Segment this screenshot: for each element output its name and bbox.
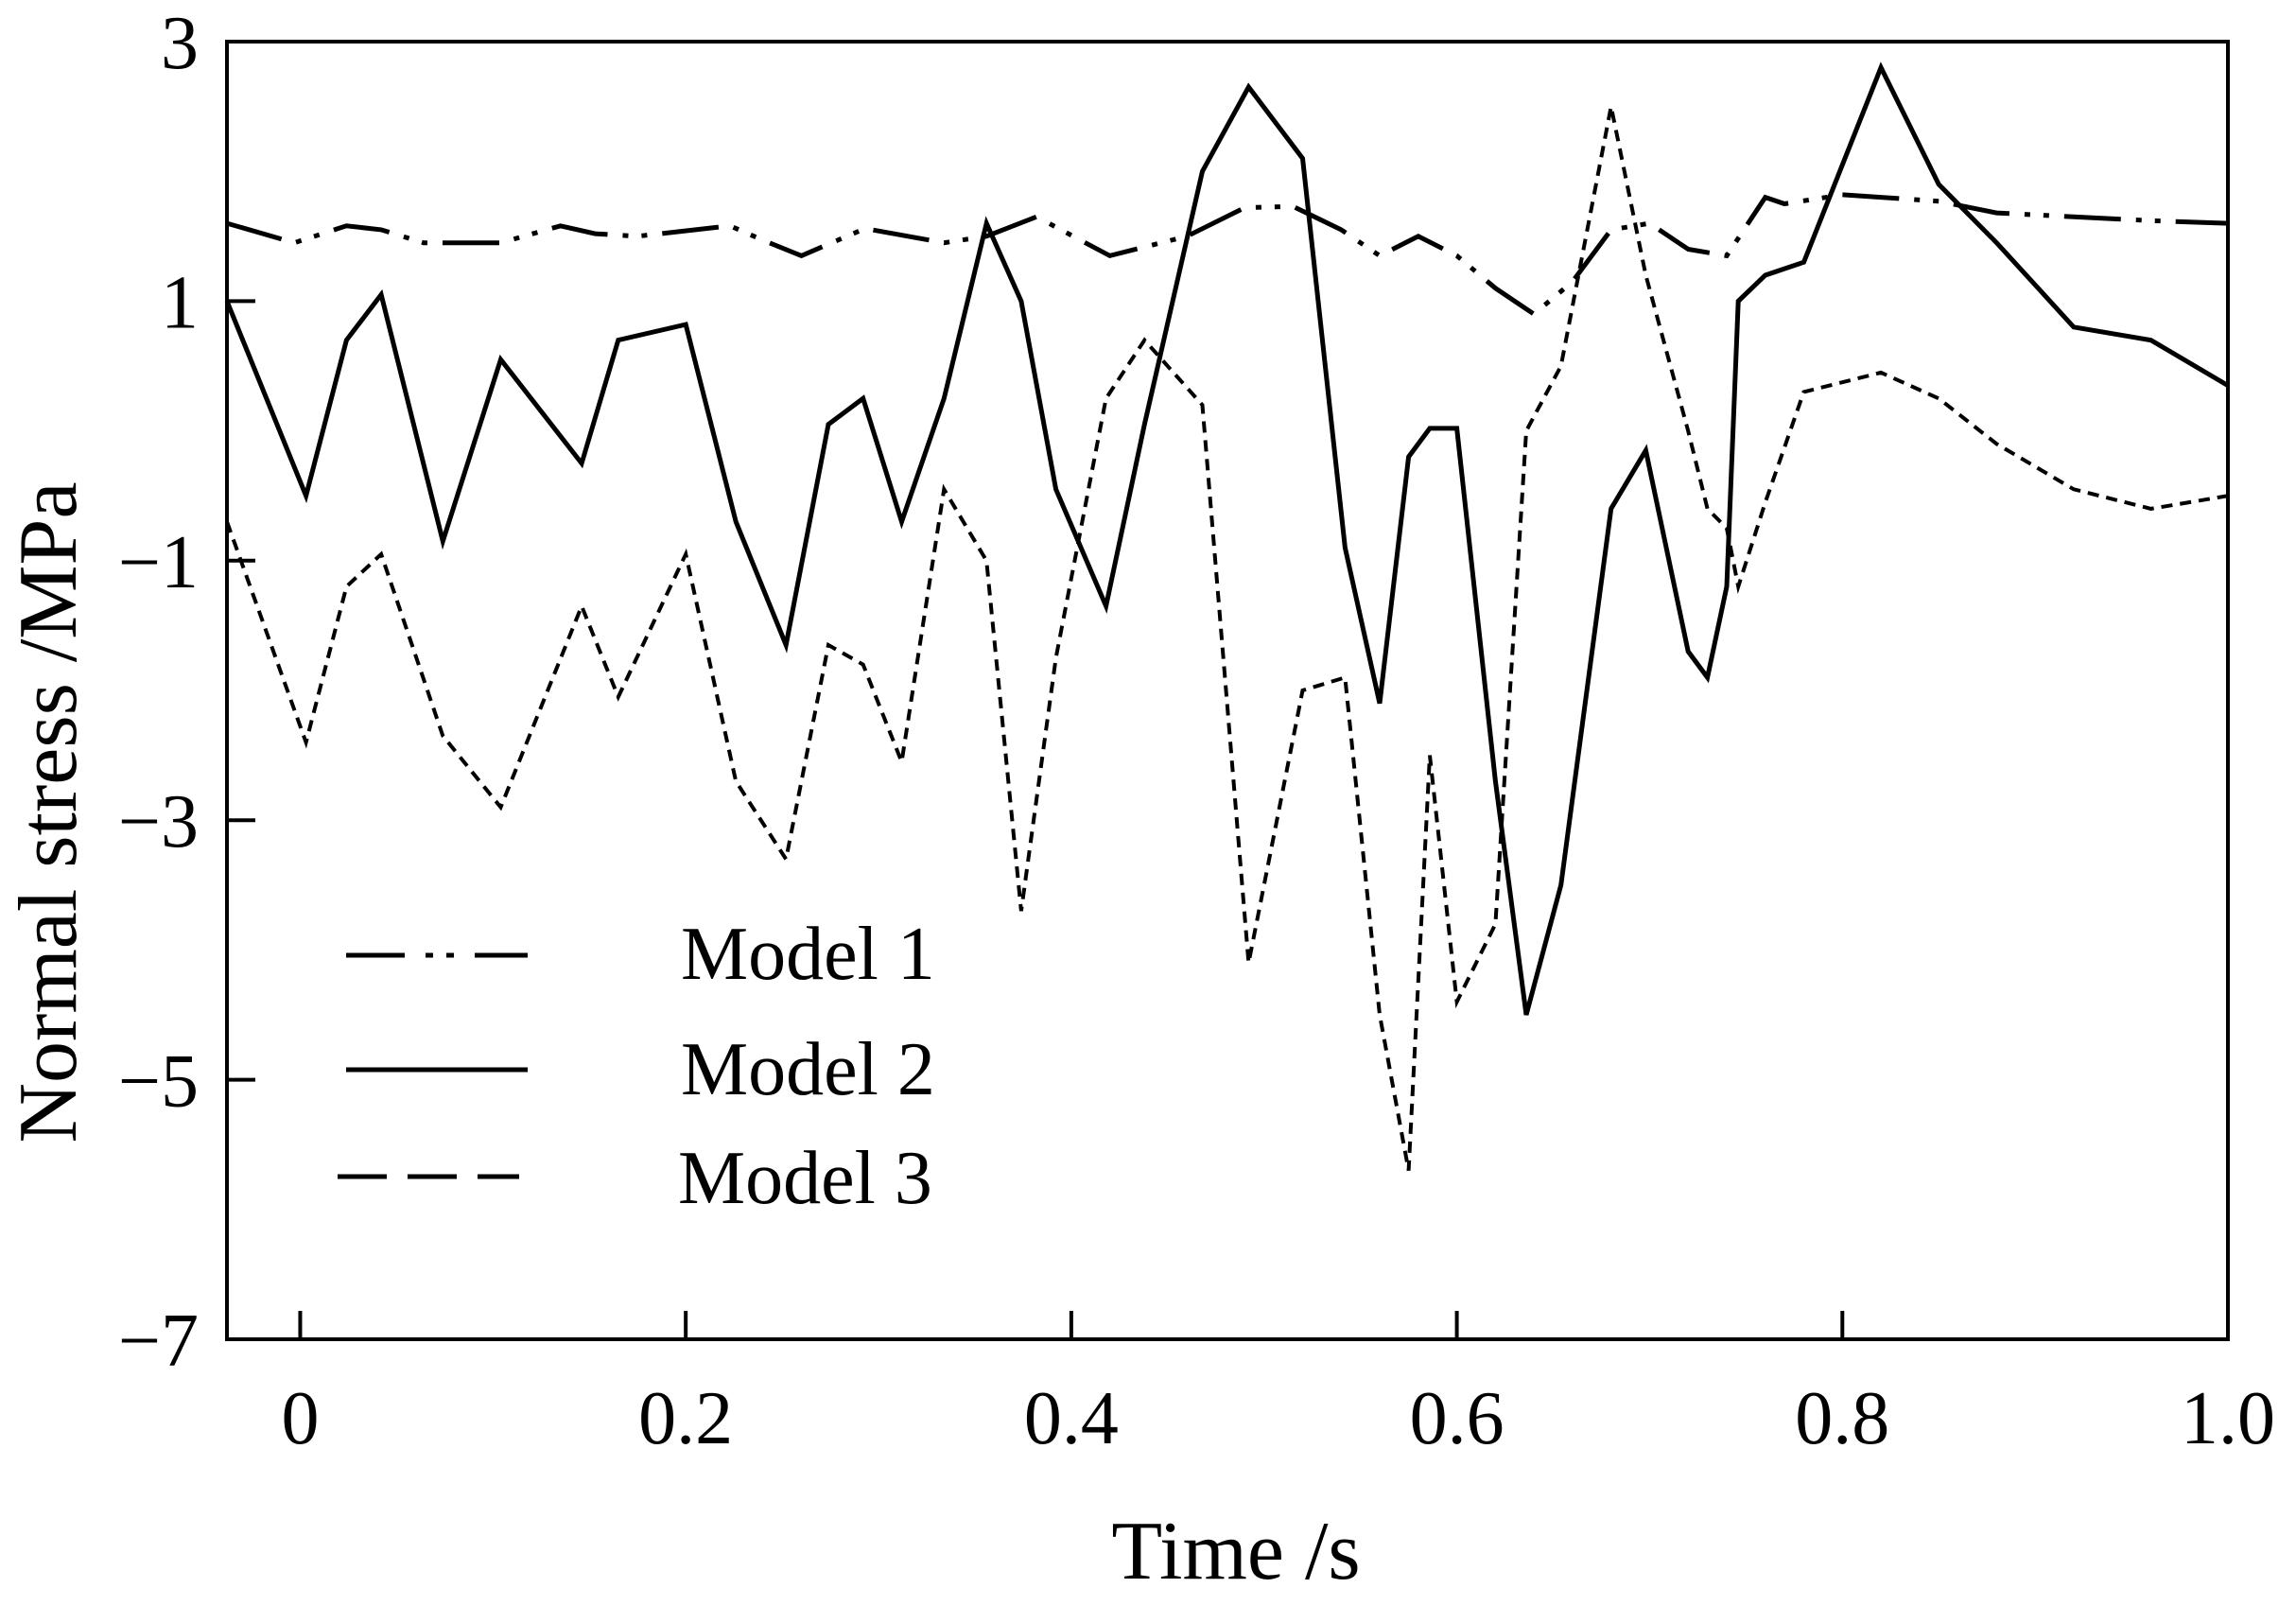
x-tick-label: 0.4 — [1024, 1377, 1119, 1460]
series-line-model-2 — [224, 61, 2230, 1016]
y-axis-title: Normal stress /MPa — [3, 481, 95, 1143]
y-tick-label: −1 — [118, 521, 199, 604]
series-line-model-1 — [226, 192, 2229, 318]
plot-frame — [225, 40, 2230, 1341]
x-tick-label: 0.8 — [1795, 1377, 1889, 1460]
series-line-model-3 — [225, 106, 2229, 1171]
axis-tick-labels: 0 0.2 0.4 0.6 0.8 1.0 3 1 −1 −3 −5 −7 — [118, 2, 2275, 1460]
x-tick-label: 0 — [281, 1377, 319, 1460]
legend: Model 1 Model 2 Model 3 — [338, 913, 935, 1220]
y-tick-label: 1 — [161, 261, 199, 344]
y-tick-label: −7 — [118, 1300, 199, 1383]
y-tick-label: −3 — [118, 780, 199, 864]
x-tick-label: 0.2 — [638, 1377, 733, 1460]
x-tick-label: 1.0 — [2181, 1377, 2275, 1460]
y-tick-label: −5 — [118, 1040, 199, 1124]
legend-label-model-3: Model 3 — [678, 1137, 932, 1220]
y-axis-title-group: Normal stress /MPa — [3, 481, 95, 1143]
x-tick-label: 0.6 — [1410, 1377, 1505, 1460]
y-tick-label: 3 — [161, 2, 199, 85]
series-lines — [224, 61, 2230, 1171]
legend-label-model-2: Model 2 — [681, 1028, 935, 1111]
legend-label-model-1: Model 1 — [681, 913, 935, 996]
x-axis-title: Time /s — [1111, 1506, 1360, 1597]
